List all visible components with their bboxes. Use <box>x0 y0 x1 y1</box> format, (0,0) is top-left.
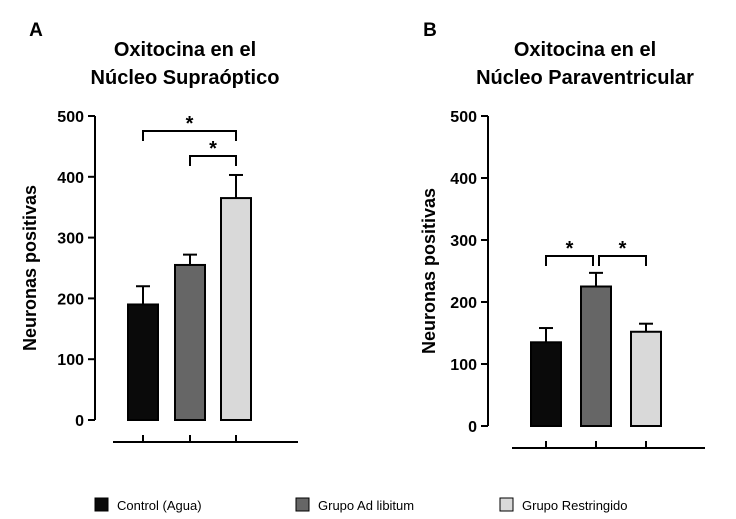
legend-label: Grupo Restringido <box>522 498 628 513</box>
panel-letter: B <box>423 20 437 41</box>
panel-b: B Oxitocina en el Núcleo Paraventricular 0 1… <box>419 20 705 449</box>
significance-bracket <box>189 155 237 166</box>
significance-star: * <box>566 238 574 260</box>
significance-bracket <box>598 255 647 266</box>
y-tick-label: 200 <box>57 291 84 308</box>
panel-a: A Oxitocina en el Núcleo Supraóptico 0 100 20… <box>20 20 298 443</box>
significance-star: * <box>186 113 194 135</box>
bar <box>127 303 159 422</box>
bar <box>630 330 662 428</box>
legend-swatch <box>499 497 514 512</box>
legend-swatch <box>94 497 109 512</box>
y-tick-label: 400 <box>450 171 477 188</box>
legend-item: Grupo Restringido <box>499 497 628 513</box>
chart-title-line: Núcleo Supraóptico <box>91 67 280 89</box>
bar <box>580 285 612 427</box>
chart-title-line: Oxitocina en el <box>114 39 256 61</box>
y-axis-label: Neuronas positivas <box>20 185 40 351</box>
legend: Control (Agua) Grupo Ad libitum Grupo Rest… <box>94 497 628 513</box>
y-tick-label: 0 <box>75 413 84 430</box>
bar <box>174 263 206 421</box>
y-tick-label: 300 <box>57 231 84 248</box>
chart-title-line: Oxitocina en el <box>514 39 656 61</box>
y-tick-label: 500 <box>57 109 84 126</box>
significance-star: * <box>619 238 627 260</box>
legend-label: Control (Agua) <box>117 498 202 513</box>
legend-swatch <box>295 497 310 512</box>
bar <box>530 341 562 427</box>
significance-star: * <box>209 138 217 160</box>
chart-title-line: Núcleo Paraventricular <box>476 67 694 89</box>
y-tick-label: 300 <box>450 233 477 250</box>
legend-item: Control (Agua) <box>94 497 202 513</box>
y-axis-label: Neuronas positivas <box>419 188 439 354</box>
significance-bracket <box>142 130 237 141</box>
legend-label: Grupo Ad libitum <box>318 498 414 513</box>
y-tick-label: 500 <box>450 109 477 126</box>
y-tick-label: 100 <box>57 352 84 369</box>
panel-letter: A <box>29 20 43 41</box>
legend-item: Grupo Ad libitum <box>295 497 414 513</box>
y-tick-label: 200 <box>450 295 477 312</box>
y-tick-label: 100 <box>450 357 477 374</box>
significance-bracket <box>545 255 594 266</box>
y-tick-label: 0 <box>468 419 477 436</box>
y-tick-label: 400 <box>57 170 84 187</box>
bar <box>220 197 252 421</box>
